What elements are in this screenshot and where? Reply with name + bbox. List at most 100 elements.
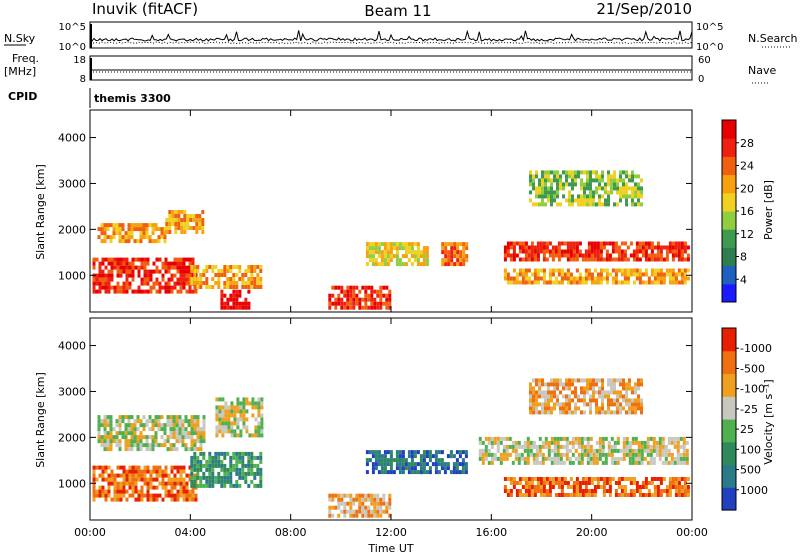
heatmap-cell bbox=[139, 419, 143, 424]
heatmap-cell bbox=[635, 257, 639, 262]
heatmap-cell bbox=[184, 419, 188, 424]
heatmap-cell bbox=[235, 297, 239, 302]
heatmap-cell bbox=[382, 501, 386, 506]
heatmap-cell bbox=[160, 235, 164, 240]
heatmap-cell bbox=[587, 489, 591, 493]
heatmap-cell bbox=[631, 406, 634, 411]
heatmap-cell bbox=[670, 460, 674, 465]
heatmap-cell bbox=[589, 386, 592, 391]
heatmap-cell bbox=[566, 485, 570, 489]
heatmap-cell bbox=[238, 451, 242, 456]
heatmap-cell bbox=[616, 190, 619, 195]
heatmap-cell bbox=[146, 485, 150, 490]
heatmap-cell bbox=[538, 410, 541, 415]
heatmap-cell bbox=[583, 444, 587, 449]
heatmap-cell bbox=[554, 481, 558, 485]
heatmap-cell bbox=[590, 249, 594, 254]
nave-label: Nave bbox=[748, 64, 776, 77]
heatmap-cell bbox=[674, 272, 678, 277]
heatmap-cell bbox=[101, 469, 105, 474]
heatmap-cell bbox=[601, 406, 604, 411]
heatmap-cell bbox=[217, 281, 221, 285]
y-tick-label: 2000 bbox=[58, 431, 86, 444]
heatmap-cell bbox=[92, 489, 96, 494]
heatmap-cell bbox=[367, 285, 371, 290]
heatmap-cell bbox=[151, 223, 155, 228]
heatmap-cell bbox=[680, 241, 684, 246]
heatmap-cell bbox=[185, 485, 189, 490]
heatmap-cell bbox=[640, 178, 643, 183]
heatmap-cell bbox=[389, 462, 393, 467]
heatmap-cell bbox=[616, 460, 620, 465]
heatmap-cell bbox=[244, 301, 248, 306]
heatmap-cell bbox=[560, 249, 564, 254]
heatmap-cell bbox=[686, 257, 690, 262]
heatmap-cell bbox=[149, 473, 153, 478]
heatmap-cell bbox=[536, 253, 540, 258]
heatmap-region bbox=[503, 477, 690, 497]
heatmap-cell bbox=[101, 277, 105, 282]
heatmap-cell bbox=[137, 493, 141, 498]
heatmap-region bbox=[165, 210, 205, 234]
heatmap-cell bbox=[574, 448, 578, 453]
heatmap-cell bbox=[456, 250, 460, 255]
heatmap-cell bbox=[599, 245, 603, 250]
heatmap-cell bbox=[631, 186, 634, 191]
heatmap-cell bbox=[115, 419, 119, 424]
heatmap-cell bbox=[524, 249, 528, 254]
heatmap-cell bbox=[388, 513, 392, 518]
heatmap-cell bbox=[556, 202, 559, 207]
heatmap-cell bbox=[538, 386, 541, 391]
heatmap-cell bbox=[505, 444, 509, 449]
heatmap-cell bbox=[686, 276, 690, 281]
heatmap-cell bbox=[686, 245, 690, 250]
heatmap-cell bbox=[665, 249, 669, 254]
heatmap-cell bbox=[155, 257, 159, 262]
heatmap-cell bbox=[383, 454, 387, 459]
heatmap-cell bbox=[526, 436, 530, 441]
heatmap-cell bbox=[593, 485, 597, 489]
heatmap-cell bbox=[679, 456, 683, 461]
colorbar-tick-label: 12 bbox=[740, 228, 754, 241]
heatmap-cell bbox=[149, 493, 153, 498]
heatmap-cell bbox=[167, 265, 171, 270]
heatmap-cell bbox=[619, 410, 622, 415]
heatmap-cell bbox=[447, 262, 451, 267]
heatmap-cell bbox=[547, 410, 550, 415]
heatmap-cell bbox=[125, 269, 129, 274]
heatmap-cell bbox=[671, 272, 675, 277]
heatmap-cell bbox=[683, 280, 687, 285]
heatmap-cell bbox=[610, 178, 613, 183]
colorbar-tick-label: -25 bbox=[740, 403, 758, 416]
heatmap-cell bbox=[505, 448, 509, 453]
heatmap-cell bbox=[389, 454, 393, 459]
heatmap-cell bbox=[92, 469, 96, 474]
heatmap-cell bbox=[595, 460, 599, 465]
heatmap-cell bbox=[592, 390, 595, 395]
colorbar-tick-label: -500 bbox=[740, 362, 765, 375]
heatmap-cell bbox=[521, 241, 525, 246]
heatmap-cell bbox=[170, 469, 174, 474]
heatmap-cell bbox=[220, 451, 224, 456]
heatmap-cell bbox=[553, 402, 556, 407]
heatmap-cell bbox=[548, 481, 552, 485]
heatmap-cell bbox=[608, 493, 612, 497]
heatmap-cell bbox=[130, 423, 134, 428]
heatmap-cell bbox=[506, 253, 510, 258]
heatmap-cell bbox=[441, 246, 445, 251]
heatmap-cell bbox=[118, 427, 122, 432]
heatmap-cell bbox=[202, 455, 206, 460]
heatmap-cell bbox=[167, 269, 171, 274]
heatmap-cell bbox=[647, 280, 651, 285]
heatmap-cell bbox=[571, 186, 574, 191]
heatmap-cell bbox=[596, 272, 600, 277]
heatmap-cell bbox=[155, 485, 159, 490]
heatmap-cell bbox=[611, 477, 615, 481]
heatmap-cell bbox=[110, 277, 114, 282]
heatmap-cell bbox=[398, 262, 402, 267]
heatmap-cell bbox=[450, 242, 454, 247]
heatmap-cell bbox=[208, 479, 212, 484]
heatmap-cell bbox=[92, 281, 96, 286]
heatmap-cell bbox=[596, 276, 600, 281]
heatmap-cell bbox=[613, 378, 616, 383]
